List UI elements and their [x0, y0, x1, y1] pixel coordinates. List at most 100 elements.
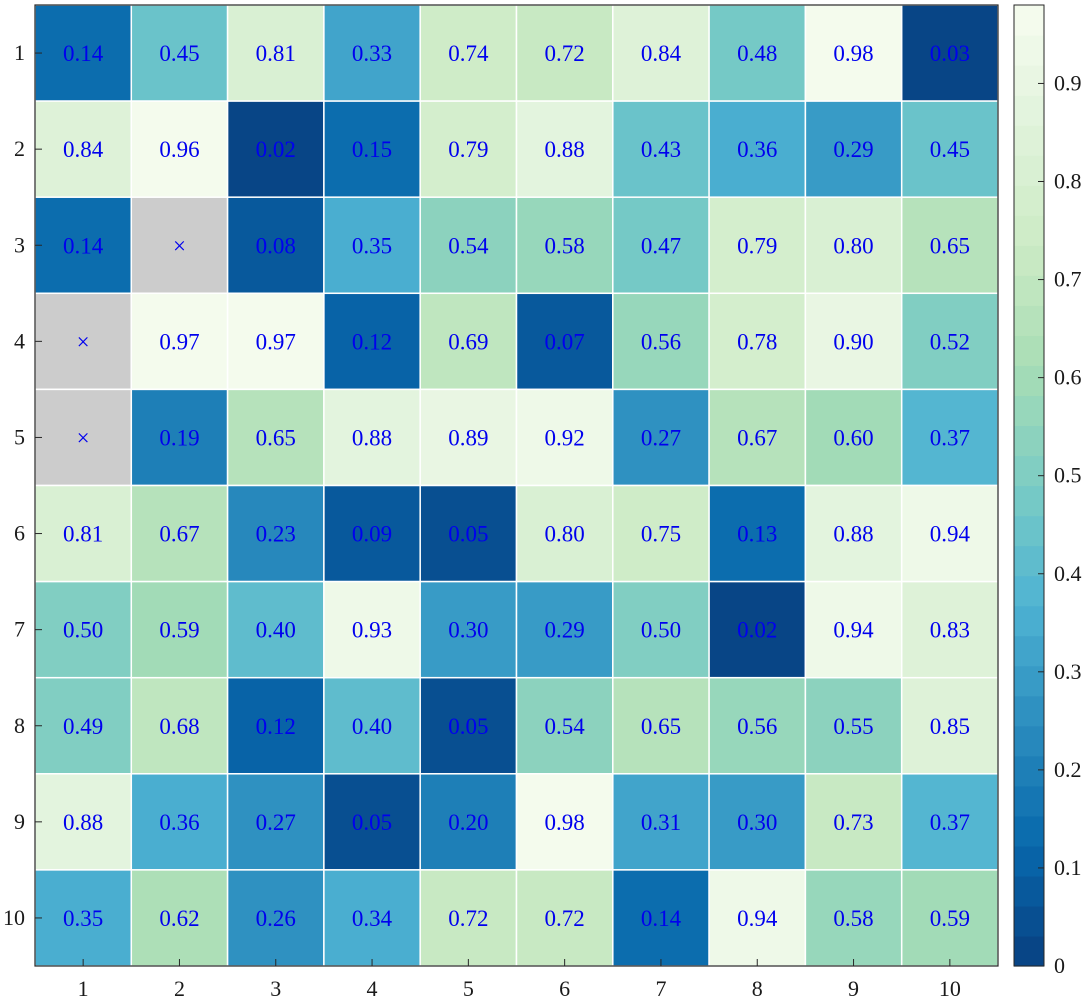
colorbar-segment: [1014, 605, 1044, 637]
cell-value-label: 0.14: [641, 906, 682, 931]
cell-value-label: 0.94: [833, 618, 874, 643]
cell-value-label: 0.36: [737, 137, 777, 162]
heatmap-cell: [419, 484, 518, 583]
heatmap-cell: [515, 388, 614, 487]
heatmap-cell: [515, 676, 614, 775]
heatmap-cell: [515, 292, 614, 391]
heatmap-cell: [515, 4, 614, 102]
heatmap-cell: [708, 388, 807, 487]
heatmap-cell: [323, 100, 421, 198]
cell-value-label: 0.09: [352, 522, 392, 547]
cell-value-label: 0.27: [256, 810, 296, 835]
cell-value-label: 0.58: [545, 233, 585, 258]
cell-value-label: 0.56: [737, 714, 777, 739]
cell-value-label: 0.50: [63, 618, 103, 643]
x-tick-label: 7: [655, 976, 666, 1001]
heatmap-cell: [323, 484, 421, 583]
cell-value-label: 0.55: [833, 714, 873, 739]
x-tick-label: 2: [174, 976, 185, 1001]
heatmap-cell-labels: 0.14 0.45 0.81 0.33 0.74 0.72 0.84 0.48 0.98 0.03…: [63, 41, 970, 931]
y-tick-label: 6: [14, 521, 25, 546]
cell-value-label: 0.72: [545, 41, 585, 66]
colorbar-segment: [1014, 455, 1044, 487]
cell-value-label: 0.85: [930, 714, 970, 739]
cell-value-label: 0.40: [352, 714, 392, 739]
heatmap-cell: [900, 388, 999, 487]
heatmap-cell: [130, 100, 229, 198]
cell-value-label: 0.45: [930, 137, 970, 162]
colorbar: 0 0.1 0.2 0.3 0.4 0.5 0.6 0.7 0.8 0.9: [1013, 4, 1082, 978]
cell-value-label: 0.14: [63, 233, 104, 258]
colorbar-segment: [1014, 425, 1044, 457]
cell-value-label: 0.68: [159, 714, 199, 739]
cell-value-label: 0.07: [545, 329, 585, 354]
cell-value-label: 0.35: [63, 906, 103, 931]
colorbar-segment: [1014, 725, 1044, 757]
heatmap-cell: [612, 676, 710, 775]
cell-value-label: 0.92: [545, 425, 585, 450]
cell-value-label: 0.27: [641, 425, 681, 450]
heatmap-cell: [130, 4, 229, 102]
y-tick-label: 4: [14, 328, 25, 353]
heatmap-cell: [804, 292, 903, 391]
heatmap-cell: [900, 292, 999, 391]
heatmap-cell: [323, 4, 421, 102]
colorbar-tick-label: 0.9: [1054, 70, 1082, 95]
heatmap-cell: [419, 773, 518, 871]
heatmap-cell: [612, 292, 710, 391]
x-tick-label: 4: [367, 976, 378, 1001]
colorbar-segment: [1014, 755, 1044, 787]
colorbar-tick-label: 0.8: [1054, 169, 1082, 194]
colorbar-tick-label: 0.7: [1054, 267, 1082, 292]
cell-value-label: 0.94: [930, 522, 971, 547]
colorbar-segment: [1014, 245, 1044, 276]
cell-value-label: 0.78: [737, 329, 777, 354]
missing-value-marker: ×: [77, 329, 90, 354]
colorbar-segment: [1014, 815, 1044, 847]
cell-value-label: 0.40: [256, 618, 296, 643]
cell-value-label: 0.36: [159, 810, 199, 835]
heatmap-cell: [419, 196, 518, 295]
heatmap-cell: [900, 869, 999, 967]
cell-value-label: 0.03: [930, 41, 970, 66]
heatmap-cell: [708, 580, 807, 679]
colorbar-tick-label: 0: [1054, 953, 1065, 978]
heatmap-cell: [804, 773, 903, 871]
cell-value-label: 0.84: [641, 41, 682, 66]
heatmap-cell: [612, 388, 710, 487]
x-tick-label: 9: [848, 976, 859, 1001]
cell-value-label: 0.60: [833, 425, 873, 450]
heatmap-cell: [804, 484, 903, 583]
heatmap-cell: [804, 100, 903, 198]
heatmap-cell: [34, 196, 133, 295]
colorbar-segment: [1014, 215, 1044, 246]
heatmap-cell: [419, 388, 518, 487]
heatmap-cell: [226, 773, 325, 871]
cell-value-label: 0.72: [448, 906, 488, 931]
colorbar-segment: [1014, 635, 1044, 667]
heatmap-cell: [323, 869, 421, 967]
heatmap-cell: [226, 676, 325, 775]
colorbar-segment: [1014, 65, 1044, 96]
colorbar-segment: [1014, 275, 1044, 306]
cell-value-label: 0.67: [159, 522, 199, 547]
heatmap-cell: [804, 196, 903, 295]
colorbar-segment: [1014, 395, 1044, 427]
cell-value-label: 0.50: [641, 618, 681, 643]
colorbar-segment: [1014, 905, 1044, 937]
cell-value-label: 0.05: [352, 810, 392, 835]
cell-value-label: 0.90: [833, 329, 873, 354]
heatmap-cell: [130, 773, 229, 871]
x-tick-label: 6: [559, 976, 570, 1001]
cell-value-label: 0.30: [448, 618, 488, 643]
x-tick-label: 8: [752, 976, 763, 1001]
cell-value-label: 0.23: [256, 522, 296, 547]
colorbar-segment: [1014, 695, 1044, 727]
heatmap-cell: [708, 869, 807, 967]
cell-value-label: 0.79: [737, 233, 777, 258]
y-tick-label: 3: [14, 232, 25, 257]
cell-value-label: 0.88: [352, 425, 392, 450]
cell-value-label: 0.72: [545, 906, 585, 931]
cell-value-label: 0.13: [737, 522, 777, 547]
cell-value-label: 0.74: [448, 41, 489, 66]
